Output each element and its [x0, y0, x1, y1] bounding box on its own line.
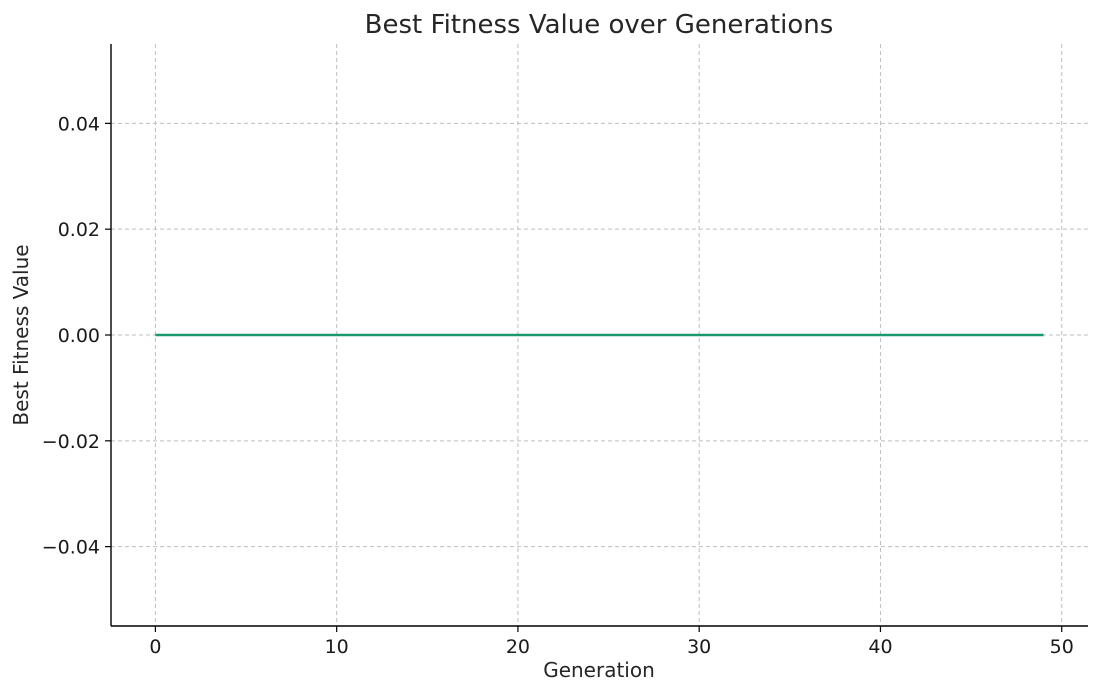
x-tick-label: 40: [868, 636, 892, 658]
axes: [105, 44, 1088, 632]
x-tick-label: 10: [325, 636, 349, 658]
x-tick-label: 20: [506, 636, 530, 658]
x-tick-label: 0: [149, 636, 161, 658]
y-tick-label: −0.04: [42, 537, 100, 559]
y-tick-label: −0.02: [42, 431, 100, 453]
y-axis-label: Best Fitness Value: [9, 244, 33, 425]
chart-title: Best Fitness Value over Generations: [365, 10, 834, 40]
y-tick-label: 0.02: [58, 219, 100, 241]
x-tick-label: 30: [687, 636, 711, 658]
y-tick-label: 0.04: [58, 113, 100, 135]
x-tick-label: 50: [1050, 636, 1074, 658]
y-tick-label: 0.00: [58, 325, 100, 347]
tick-labels: 0 10 20 30 40 50 −0.04 −0.02 0.00 0.02 0.04: [42, 113, 1074, 658]
x-axis-label: Generation: [543, 658, 655, 682]
